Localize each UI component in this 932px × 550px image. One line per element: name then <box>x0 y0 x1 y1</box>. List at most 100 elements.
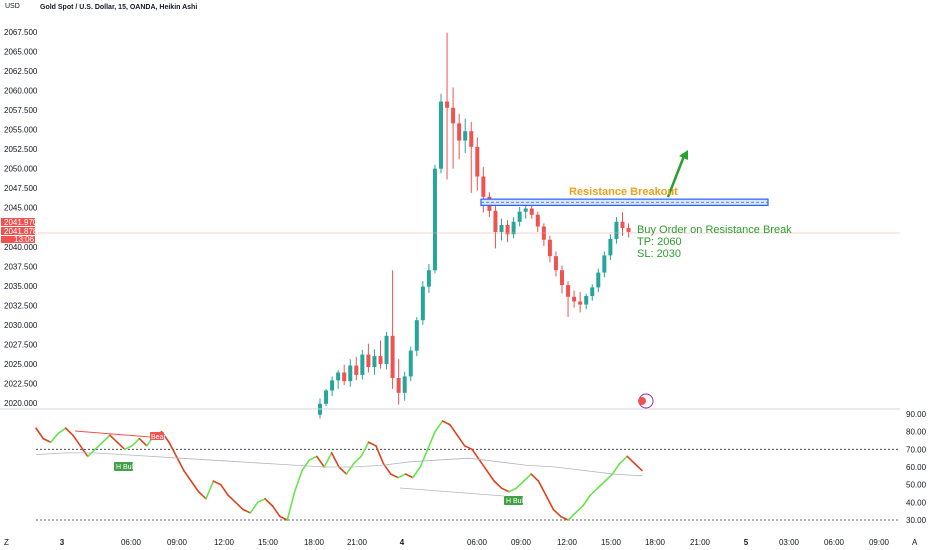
osc-line-segment <box>441 420 451 426</box>
price-tick-label: 2045.000 <box>4 204 38 213</box>
oscillator-lines <box>35 420 643 521</box>
candle-body <box>402 376 407 393</box>
time-tick-label: 06:00 <box>121 538 142 547</box>
candle-body <box>523 208 528 212</box>
hbull-label-1: H Bull <box>116 464 135 471</box>
bottom-right-icon[interactable]: A <box>912 538 918 547</box>
osc-line-segment <box>123 444 133 451</box>
time-tick-label: 12:00 <box>214 538 235 547</box>
breakout-arrow-shaft <box>666 155 686 198</box>
candle-body <box>578 301 583 305</box>
osc-line-segment <box>596 480 606 490</box>
osc-line-segment <box>109 434 119 444</box>
candle-body <box>553 256 558 271</box>
osc-line-segment <box>352 455 362 465</box>
osc-line-segment <box>308 455 318 461</box>
osc-line-segment <box>256 497 266 504</box>
price-tag-top <box>1 218 35 226</box>
candle-body <box>608 238 613 256</box>
osc-line-segment <box>271 505 281 518</box>
osc-line-segment <box>582 494 592 507</box>
osc-line-segment <box>316 455 326 468</box>
candle-body <box>439 101 443 169</box>
osc-line-segment <box>545 494 555 511</box>
osc-tick-label: 50.00 <box>906 481 927 490</box>
candle-body <box>602 255 607 273</box>
osc-line-segment <box>279 515 289 521</box>
osc-line-segment <box>57 427 67 435</box>
candle-body <box>547 239 552 257</box>
time-tick-label: 21:00 <box>690 538 711 547</box>
candle-body <box>529 208 534 215</box>
osc-line-segment <box>131 437 141 447</box>
time-tick-label: 06:00 <box>467 538 488 547</box>
candle-body <box>511 221 516 235</box>
candle-body <box>614 221 619 239</box>
candle-body <box>414 320 419 351</box>
osc-tick-label: 90.00 <box>906 410 927 419</box>
time-tick-label: 03:00 <box>779 538 800 547</box>
osc-line-segment <box>604 473 614 482</box>
osc-line-segment <box>301 459 311 472</box>
candle-body <box>330 380 335 391</box>
osc-tick-label: 30.00 <box>906 516 927 525</box>
hbull-label-2-bg <box>504 496 523 505</box>
bottom-left-icon[interactable]: Z <box>4 538 9 547</box>
price-tag-mid-text: 2041.878 <box>4 227 38 236</box>
osc-line-segment <box>42 437 52 444</box>
candle-body <box>620 221 625 229</box>
candle-body <box>590 287 595 296</box>
candle-body <box>426 270 431 287</box>
osc-line-segment <box>567 512 577 521</box>
time-tick-label: 15:00 <box>601 538 622 547</box>
candle-body <box>493 210 498 232</box>
osc-line-segment <box>426 430 436 451</box>
osc-line-segment <box>515 480 525 490</box>
bull-divergence-line <box>399 487 505 497</box>
price-tick-label: 2020.000 <box>4 399 38 408</box>
osc-signal-line <box>35 452 643 477</box>
osc-tick-label: 40.00 <box>906 498 927 507</box>
candle-body <box>584 295 589 305</box>
time-tick-label: 5 <box>744 538 749 547</box>
osc-line-segment <box>574 505 584 514</box>
candle-body <box>366 354 371 368</box>
osc-line-segment <box>619 455 629 465</box>
candle-body <box>463 131 468 141</box>
osc-line-segment <box>530 473 540 482</box>
time-tick-label: 09:00 <box>869 538 890 547</box>
time-tick-label: 4 <box>400 538 405 547</box>
hbull-label-1-bg <box>114 462 133 471</box>
osc-line-segment <box>375 444 385 465</box>
osc-line-segment <box>94 441 104 451</box>
candle-body <box>396 378 401 393</box>
bear-divergence-line <box>74 430 151 438</box>
candle-body <box>372 356 377 368</box>
osc-line-segment <box>633 462 643 472</box>
candle-body <box>324 390 329 404</box>
candle-body <box>336 372 341 381</box>
osc-line-segment <box>537 480 547 497</box>
osc-line-segment <box>72 434 82 447</box>
candle-body <box>354 365 359 375</box>
resistance-zone <box>480 198 769 206</box>
osc-line-segment <box>212 480 222 486</box>
symbol-title: Gold Spot / U.S. Dollar, 15, OANDA, Heik… <box>40 4 198 11</box>
bear-label-bg <box>150 432 164 440</box>
price-tick-label: 2040.000 <box>4 243 38 252</box>
resistance-breakout-label: Resistance Breakout <box>569 186 678 198</box>
candle-body <box>420 286 425 321</box>
event-icon[interactable] <box>638 397 646 405</box>
osc-line-segment <box>552 508 562 518</box>
time-tick-label: 18:00 <box>645 538 666 547</box>
price-tick-label: 2055.000 <box>4 126 38 135</box>
breakout-arrow-head <box>679 150 688 160</box>
osc-line-segment <box>264 497 274 507</box>
osc-line-segment <box>101 434 111 444</box>
osc-line-segment <box>508 487 518 493</box>
time-tick-label: 12:00 <box>557 538 578 547</box>
candle-body <box>360 354 365 375</box>
candle-body <box>505 224 510 235</box>
candle-body <box>566 285 571 297</box>
